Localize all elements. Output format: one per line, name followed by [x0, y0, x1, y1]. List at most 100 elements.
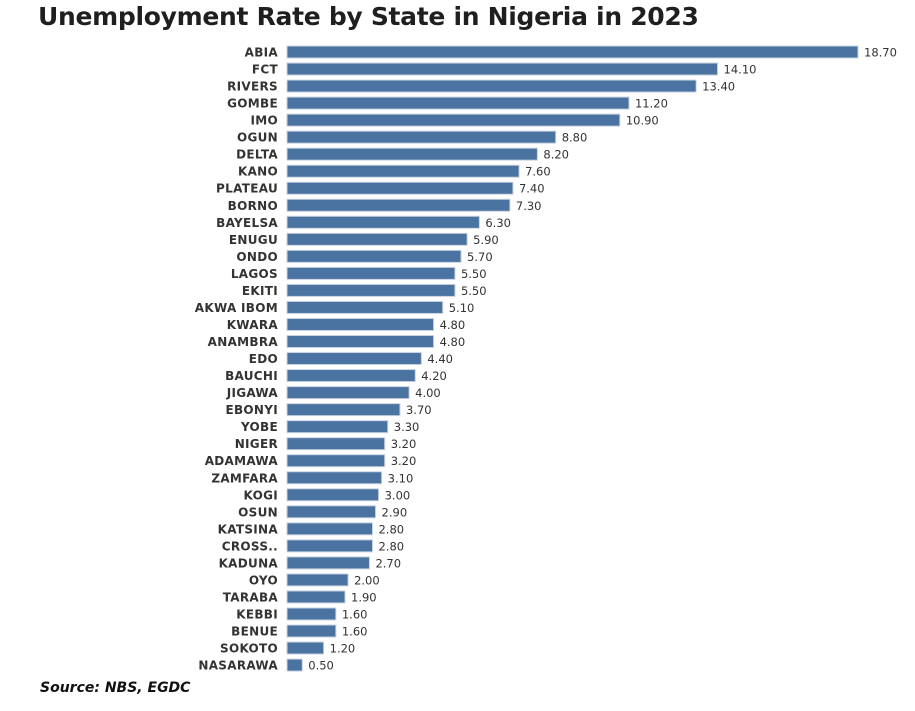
value-label: 2.80	[378, 522, 404, 536]
value-label: 3.10	[388, 471, 414, 485]
value-label: 14.10	[724, 63, 757, 77]
category-label: SOKOTO	[220, 642, 278, 656]
bar	[286, 420, 389, 434]
bar	[286, 539, 373, 553]
category-label: OSUN	[238, 505, 278, 519]
category-label: EBONYI	[225, 403, 278, 417]
source-note: Source: NBS, EGDC	[40, 680, 191, 696]
bar	[286, 198, 511, 212]
bar	[286, 488, 380, 502]
bar	[286, 335, 435, 349]
value-label: 2.90	[382, 505, 408, 519]
bar	[286, 215, 480, 229]
bar	[286, 130, 557, 144]
value-label: 8.80	[562, 131, 588, 145]
value-label: 1.20	[330, 642, 356, 656]
bar	[286, 45, 859, 59]
value-label: 1.60	[342, 607, 368, 621]
category-label: FCT	[252, 63, 279, 77]
bar	[286, 556, 370, 570]
value-label: 4.20	[421, 369, 447, 383]
category-label: KANO	[238, 165, 278, 179]
category-label: OGUN	[237, 131, 278, 145]
category-label: ZAMFARA	[211, 471, 278, 485]
bar	[286, 352, 422, 366]
category-label: BENUE	[231, 625, 278, 639]
value-label: 13.40	[702, 80, 735, 94]
value-label: 4.80	[440, 335, 466, 349]
bar	[286, 522, 373, 536]
category-label: ONDO	[236, 250, 278, 264]
category-label: ABIA	[245, 46, 279, 60]
bar	[286, 181, 514, 195]
bar	[286, 317, 435, 331]
value-label: 3.30	[394, 420, 420, 434]
category-label: ADAMAWA	[205, 454, 279, 468]
bar	[286, 386, 410, 400]
category-label: BAUCHI	[225, 369, 278, 383]
bar	[286, 505, 377, 519]
value-label: 2.80	[378, 539, 404, 553]
bar	[286, 283, 456, 297]
value-label: 5.70	[467, 250, 493, 264]
category-label: BORNO	[228, 199, 278, 213]
bar	[286, 573, 349, 587]
category-label: OYO	[249, 573, 278, 587]
value-label: 5.50	[461, 267, 487, 281]
value-label: 6.30	[485, 216, 511, 230]
value-label: 3.00	[385, 488, 411, 502]
category-label: GOMBE	[227, 97, 278, 111]
value-label: 0.50	[308, 659, 334, 673]
category-label: KATSINA	[218, 522, 279, 536]
value-label: 8.20	[543, 148, 569, 162]
bar	[286, 164, 520, 178]
category-label: KOGI	[244, 488, 278, 502]
value-label: 5.50	[461, 284, 487, 298]
bar	[286, 266, 456, 280]
bar	[286, 641, 325, 655]
value-label: 2.70	[375, 556, 401, 570]
bar	[286, 624, 337, 638]
bar	[286, 471, 383, 485]
value-label: 3.20	[391, 454, 417, 468]
value-label: 7.60	[525, 165, 551, 179]
value-label: 18.70	[864, 46, 897, 60]
category-label: PLATEAU	[216, 182, 278, 196]
category-label: KEBBI	[236, 607, 278, 621]
value-label: 11.20	[635, 97, 668, 111]
bar	[286, 658, 303, 672]
category-label: ENUGU	[229, 233, 278, 247]
bar	[286, 607, 337, 621]
category-label: DELTA	[236, 148, 278, 162]
value-label: 3.20	[391, 437, 417, 451]
bar	[286, 62, 719, 76]
bar	[286, 590, 346, 604]
category-label: LAGOS	[231, 267, 278, 281]
category-label: NIGER	[235, 437, 278, 451]
chart-title: Unemployment Rate by State in Nigeria in…	[38, 2, 699, 31]
value-label: 4.00	[415, 386, 441, 400]
bar	[286, 113, 621, 127]
value-label: 3.70	[406, 403, 432, 417]
category-label: RIVERS	[227, 80, 278, 94]
category-label: JIGAWA	[226, 386, 279, 400]
category-label: CROSS..	[222, 539, 278, 553]
value-label: 4.40	[427, 352, 453, 366]
category-label: BAYELSA	[216, 216, 278, 230]
category-label: YOBE	[240, 420, 278, 434]
bar	[286, 454, 386, 468]
category-label: KWARA	[227, 318, 279, 332]
value-label: 4.80	[440, 318, 466, 332]
bar	[286, 300, 444, 314]
category-label: EDO	[249, 352, 278, 366]
value-label: 7.30	[516, 199, 542, 213]
category-label: KADUNA	[219, 556, 279, 570]
value-label: 10.90	[626, 114, 659, 128]
value-label: 2.00	[354, 573, 380, 587]
category-label: TARABA	[223, 590, 279, 604]
value-label: 5.90	[473, 233, 499, 247]
bar	[286, 232, 468, 246]
category-label: NASARAWA	[198, 659, 278, 673]
bar	[286, 403, 401, 417]
value-label: 7.40	[519, 182, 545, 196]
